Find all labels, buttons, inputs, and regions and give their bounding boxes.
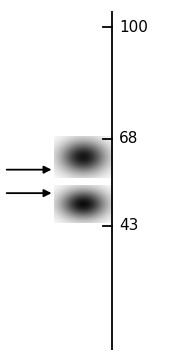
Text: 100: 100 <box>119 19 148 35</box>
Text: 43: 43 <box>119 218 139 233</box>
Text: 68: 68 <box>119 131 139 147</box>
